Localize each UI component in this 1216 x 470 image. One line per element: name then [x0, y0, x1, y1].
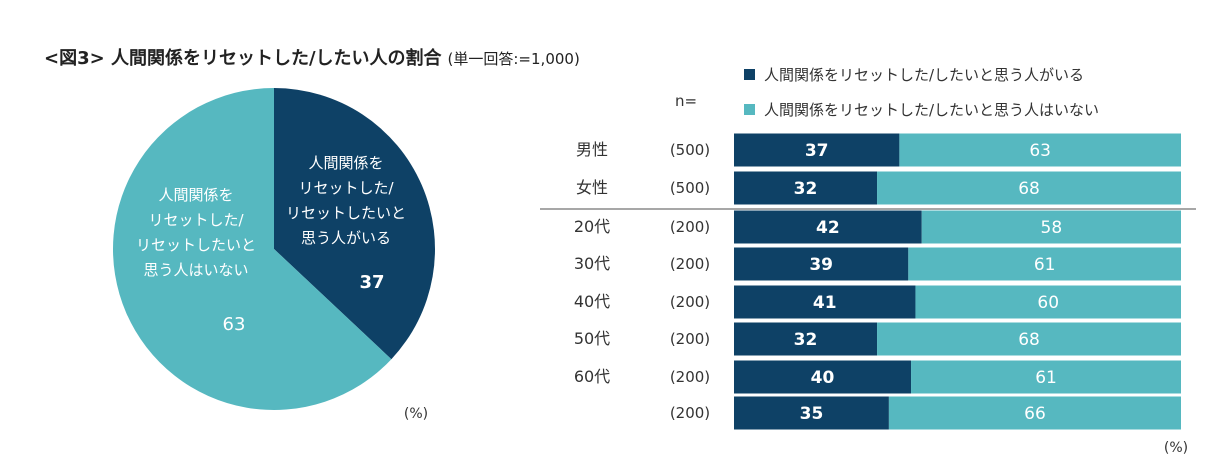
- category-n-label: (200): [670, 330, 710, 348]
- chart-title: <図3> 人間関係をリセットした/したい人の割合 (単一回答:=1,000): [44, 44, 580, 70]
- category-label: 女性: [576, 178, 608, 197]
- bar-value-label-no: 66: [1024, 404, 1046, 424]
- bar-segment-no: [915, 285, 1181, 319]
- bar-value-label-yes: 32: [794, 330, 818, 350]
- pie-slice-1: [274, 88, 435, 360]
- bar-segment-no: [877, 171, 1181, 205]
- bar-segment-no: [888, 396, 1181, 430]
- bar-segment-yes: [734, 247, 909, 281]
- category-n-label: (200): [670, 293, 710, 311]
- bar-unit-label: (%): [1164, 440, 1188, 456]
- pie-slice-label-1: 人間関係をリセットした/リセットしたいと思う人がいる: [286, 154, 406, 247]
- bar-segment-yes: [734, 210, 922, 244]
- bar-value-label-no: 68: [1018, 330, 1040, 350]
- category-label: 男性: [576, 140, 608, 159]
- category-n-label: (200): [670, 218, 710, 236]
- bar-segment-yes: [734, 133, 900, 167]
- bar-segment-yes: [734, 322, 878, 356]
- bar-value-label-no: 60: [1037, 293, 1059, 313]
- pie-value-label-1: 37: [359, 272, 384, 293]
- bar-segment-no: [911, 360, 1181, 394]
- bar-value-label-no: 58: [1041, 218, 1063, 238]
- category-n-label: (200): [670, 368, 710, 386]
- bar-value-label-no: 68: [1018, 179, 1040, 199]
- bar-value-label-yes: 40: [811, 368, 835, 388]
- bar-segment-yes: [734, 396, 889, 430]
- chart-title-main: <図3> 人間関係をリセットした/したい人の割合: [44, 48, 442, 69]
- bar-value-label-yes: 41: [813, 293, 837, 313]
- pie-value-label-2: 63: [223, 314, 246, 335]
- bar-segment-no: [908, 247, 1181, 281]
- bar-segment-yes: [734, 285, 916, 319]
- category-n-label: (500): [670, 141, 710, 159]
- category-n-label: (500): [670, 179, 710, 197]
- legend-label-1: 人間関係をリセットした/したいと思う人がいる: [764, 66, 1084, 84]
- legend-label-2: 人間関係をリセットした/したいと思う人はいない: [764, 101, 1099, 119]
- pie-unit-label: (%): [404, 406, 428, 422]
- category-label: 40代: [574, 292, 610, 311]
- category-label: 30代: [574, 254, 610, 273]
- category-n-label: (200): [670, 404, 710, 422]
- category-label: 60代: [574, 367, 610, 386]
- chart-subtitle: (単一回答:=1,000): [447, 50, 580, 68]
- pie-slice-2: [112, 87, 392, 410]
- bar-value-label-yes: 32: [794, 179, 818, 199]
- bar-segment-no: [877, 322, 1181, 356]
- legend-swatch-1: [744, 69, 755, 80]
- bar-segment-yes: [734, 360, 912, 394]
- bar-value-label-no: 63: [1029, 141, 1051, 161]
- bar-value-label-yes: 37: [805, 141, 829, 161]
- category-label: 50代: [574, 329, 610, 348]
- bar-value-label-no: 61: [1034, 255, 1056, 275]
- bar-value-label-yes: 42: [816, 218, 840, 238]
- bar-segment-yes: [734, 171, 878, 205]
- bar-segment-no: [899, 133, 1181, 167]
- bar-value-label-yes: 35: [800, 404, 824, 424]
- bar-value-label-no: 61: [1035, 368, 1057, 388]
- pie-slice-label-2: 人間関係をリセットした/リセットしたいと思う人はいない: [136, 186, 256, 279]
- legend-swatch-2: [744, 104, 755, 115]
- category-n-label: (200): [670, 255, 710, 273]
- bar-segment-no: [921, 210, 1181, 244]
- bar-value-label-yes: 39: [809, 255, 833, 275]
- category-label: 20代: [574, 217, 610, 236]
- n-header: n=: [675, 92, 697, 110]
